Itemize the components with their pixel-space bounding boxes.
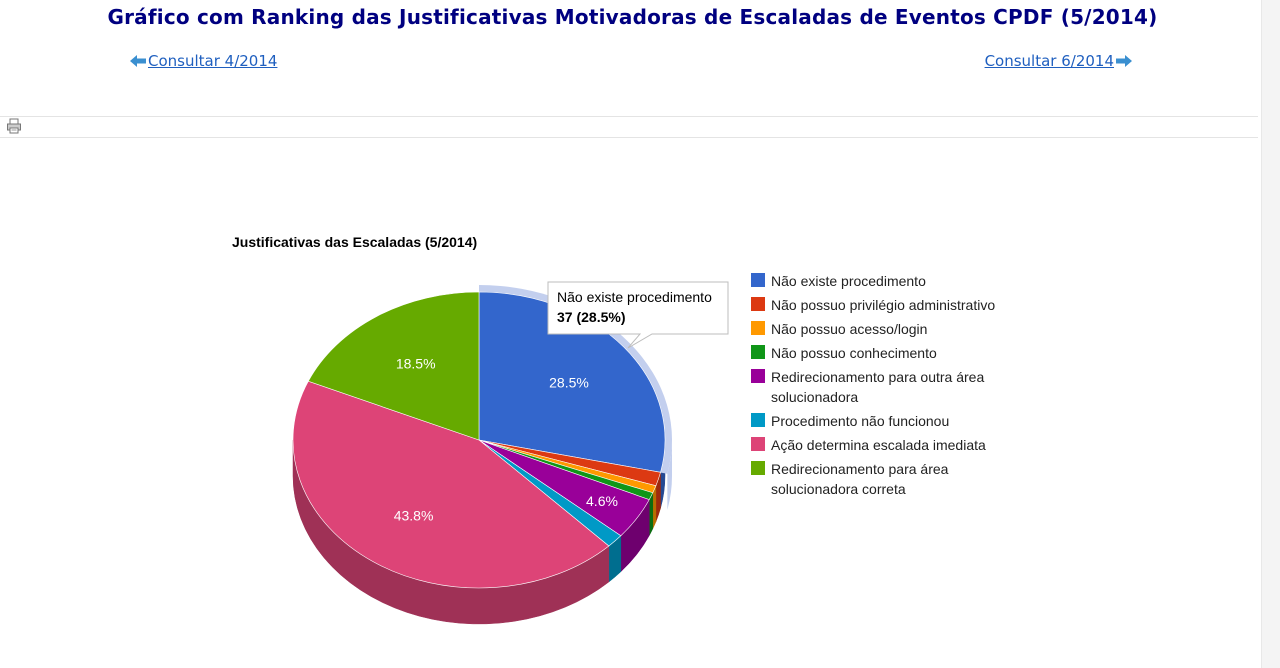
legend-label[interactable]: Não possuo acesso/login bbox=[771, 321, 927, 337]
printer-icon[interactable] bbox=[6, 118, 22, 134]
legend-label[interactable]: Não possuo privilégio administrativo bbox=[771, 297, 995, 313]
divider-top bbox=[0, 116, 1258, 117]
arrow-right-icon bbox=[1116, 55, 1132, 67]
divider-bottom bbox=[0, 137, 1258, 138]
legend-swatch bbox=[751, 321, 765, 335]
legend-swatch bbox=[751, 461, 765, 475]
legend-label[interactable]: solucionadora correta bbox=[771, 481, 906, 497]
slice-label: 43.8% bbox=[394, 508, 434, 524]
slice[interactable] bbox=[478, 291, 666, 473]
legend-label[interactable]: Não possuo conhecimento bbox=[771, 345, 937, 361]
prev-month-link[interactable]: Consultar 4/2014 bbox=[130, 52, 277, 70]
legend-label[interactable]: Ação determina escalada imediata bbox=[771, 437, 986, 453]
legend-label[interactable]: Redirecionamento para área bbox=[771, 461, 949, 477]
legend-swatch bbox=[751, 369, 765, 383]
legend-label[interactable]: Redirecionamento para outra área bbox=[771, 369, 984, 385]
legend-swatch bbox=[751, 437, 765, 451]
legend-label[interactable]: solucionadora bbox=[771, 389, 858, 405]
slice-label: 28.5% bbox=[549, 375, 589, 391]
vertical-scrollbar[interactable] bbox=[1261, 0, 1280, 668]
tooltip-box bbox=[547, 281, 729, 349]
prev-month-label: Consultar 4/2014 bbox=[148, 52, 278, 70]
slice[interactable] bbox=[292, 380, 610, 589]
chart-tooltip: Não existe procedimento 37 (28.5%) bbox=[547, 281, 729, 349]
tooltip-value: 37 (28.5%) bbox=[557, 309, 625, 325]
chart-legend: Não existe procedimento Não possuo privil… bbox=[751, 273, 995, 497]
arrow-left-icon bbox=[130, 55, 146, 67]
pie-labels: 28.5% 4.6% 43.8% 18.5% bbox=[394, 355, 618, 523]
slice-label: 4.6% bbox=[586, 493, 618, 509]
highlight-halo-side bbox=[667, 440, 672, 510]
legend-label[interactable]: Não existe procedimento bbox=[771, 273, 926, 289]
next-month-label: Consultar 6/2014 bbox=[984, 52, 1114, 70]
pie-top bbox=[292, 291, 666, 589]
legend-swatch bbox=[751, 345, 765, 359]
chart-title: Justificativas das Escaladas (5/2014) bbox=[232, 234, 477, 250]
tooltip-name: Não existe procedimento bbox=[557, 289, 712, 305]
legend-label[interactable]: Procedimento não funcionou bbox=[771, 413, 949, 429]
legend-swatch bbox=[751, 297, 765, 311]
next-month-link[interactable]: Consultar 6/2014 bbox=[985, 52, 1132, 70]
slice-label: 18.5% bbox=[396, 355, 436, 371]
slice[interactable] bbox=[307, 291, 480, 441]
legend-swatch bbox=[751, 273, 765, 287]
page-title: Gráfico com Ranking das Justificativas M… bbox=[107, 5, 1158, 29]
legend-swatch bbox=[751, 413, 765, 427]
